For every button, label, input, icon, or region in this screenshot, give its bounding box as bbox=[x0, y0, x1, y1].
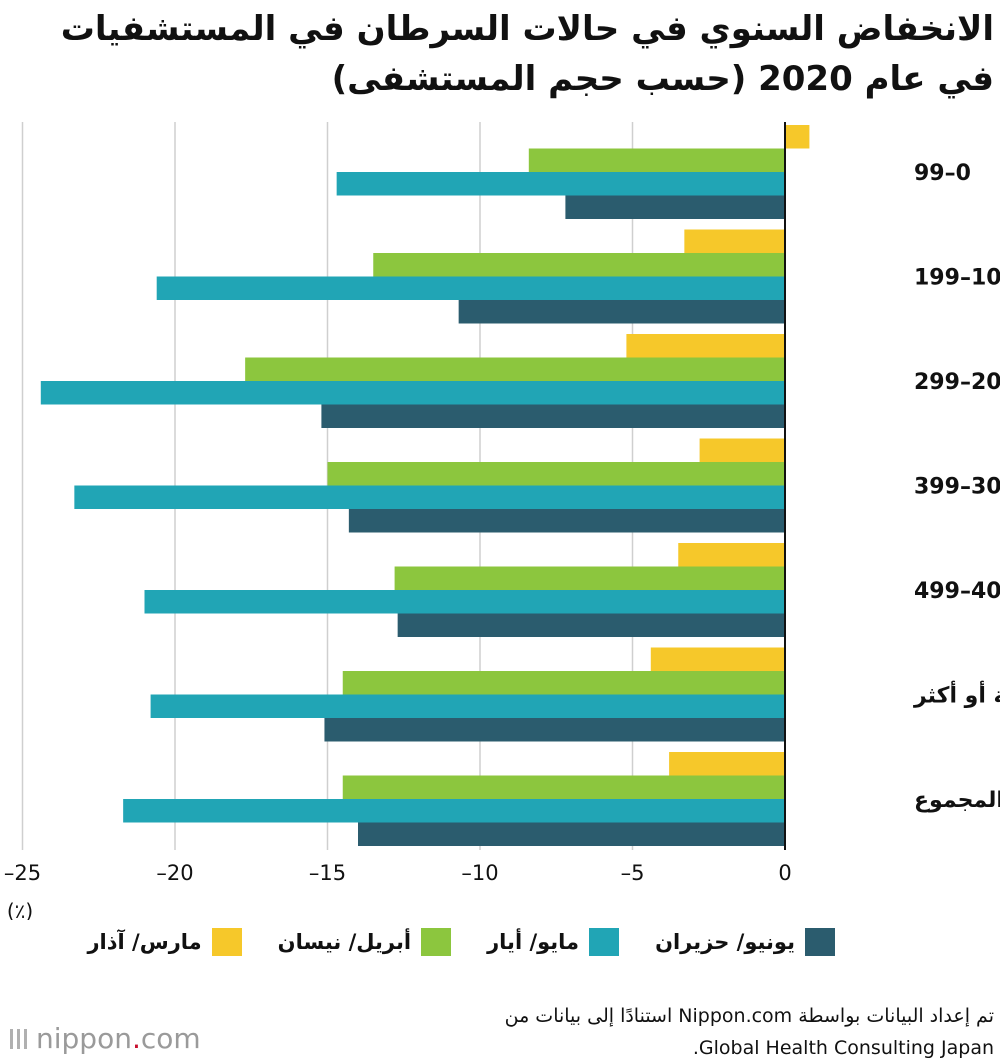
legend-label-march: مارس/ آذار bbox=[87, 930, 202, 954]
bar-1-0 bbox=[528, 148, 785, 172]
chart-title: الانخفاض السنوي في حالات السرطان في المس… bbox=[4, 4, 994, 104]
bar-2-4 bbox=[144, 590, 785, 614]
x-tick-label: –15 bbox=[309, 861, 346, 885]
bar-2-5 bbox=[150, 694, 786, 718]
legend-label-april: أبريل/ نيسان bbox=[277, 930, 412, 954]
bar-1-2 bbox=[245, 357, 785, 381]
bar-0-1 bbox=[684, 229, 785, 253]
category-label: 200–299 bbox=[914, 370, 1000, 395]
title-line-2: في عام 2020 (حسب حجم المستشفى) bbox=[331, 59, 994, 99]
nippon-logo: nippon.com bbox=[8, 1022, 201, 1055]
bar-1-3 bbox=[327, 462, 785, 486]
bar-2-0 bbox=[336, 172, 785, 196]
x-tick-label: –20 bbox=[156, 861, 193, 885]
legend-label-may: مايو/ أيار bbox=[487, 930, 580, 954]
x-tick-label: –25 bbox=[4, 861, 41, 885]
legend-item-may: مايو/ أيار bbox=[487, 928, 620, 956]
bar-1-1 bbox=[373, 253, 785, 277]
bar-0-6 bbox=[669, 752, 785, 776]
logo-text-dot: . bbox=[131, 1022, 141, 1055]
x-tick-label: –10 bbox=[461, 861, 498, 885]
bar-3-6 bbox=[358, 822, 785, 846]
bar-2-2 bbox=[40, 381, 786, 405]
unit-label: (٪) bbox=[7, 899, 33, 920]
bar-2-6 bbox=[123, 799, 785, 823]
legend-label-june: يونيو/ حزيران bbox=[655, 930, 795, 954]
bar-0-2 bbox=[626, 334, 785, 358]
logo-text-tail: com bbox=[140, 1022, 201, 1055]
source-note-line-2: Global Health Consulting Japan. bbox=[692, 1037, 994, 1059]
bar-1-6 bbox=[342, 775, 785, 799]
bar-1-4 bbox=[394, 566, 785, 590]
bar-0-5 bbox=[650, 647, 785, 671]
legend-swatch-april bbox=[421, 928, 452, 956]
bar-0-3 bbox=[699, 438, 785, 462]
title-line-1: الانخفاض السنوي في حالات السرطان في المس… bbox=[60, 9, 994, 49]
category-label: المجموع bbox=[914, 788, 1000, 813]
category-label: 500 حالة أو أكثر bbox=[913, 680, 1000, 709]
bar-chart: 0–99 100–199 200–299 300–399 400–499 500 حالة… bbox=[4, 122, 1000, 920]
legend-swatch-june bbox=[805, 928, 835, 956]
bar-1-5 bbox=[342, 671, 785, 695]
bar-0-0 bbox=[785, 125, 810, 149]
legend-item-june: يونيو/ حزيران bbox=[655, 928, 835, 956]
source-note-line-1: تم إعداد البيانات بواسطة Nippon.com استن… bbox=[504, 1005, 994, 1027]
legend-item-april: أبريل/ نيسان bbox=[277, 928, 452, 956]
legend-item-march: مارس/ آذار bbox=[87, 928, 242, 956]
bar-0-4 bbox=[678, 543, 785, 567]
x-tick-label: –5 bbox=[621, 861, 645, 885]
category-label: 100–199 bbox=[914, 266, 1000, 291]
bar-3-4 bbox=[397, 613, 785, 637]
bar-3-3 bbox=[348, 509, 785, 533]
bar-2-1 bbox=[156, 276, 785, 300]
bar-2-3 bbox=[74, 485, 786, 509]
category-label: 300–399 bbox=[914, 475, 1000, 500]
category-label: 400–499 bbox=[914, 579, 1000, 604]
source-note: تم إعداد البيانات بواسطة Nippon.com استن… bbox=[354, 1000, 994, 1064]
category-label: 0–99 bbox=[914, 161, 971, 186]
legend-swatch-may bbox=[589, 928, 620, 956]
x-tick-label: 0 bbox=[778, 861, 791, 885]
nippon-logo-icon bbox=[10, 1028, 27, 1049]
bar-3-1 bbox=[458, 300, 785, 324]
legend-swatch-march bbox=[211, 928, 242, 956]
bar-3-5 bbox=[324, 718, 785, 742]
bar-3-0 bbox=[565, 195, 785, 219]
bar-3-2 bbox=[321, 404, 785, 428]
logo-text-main: nippon bbox=[36, 1022, 132, 1055]
legend: يونيو/ حزيران مايو/ أيار أبريل/ نيسان ما… bbox=[87, 928, 835, 956]
